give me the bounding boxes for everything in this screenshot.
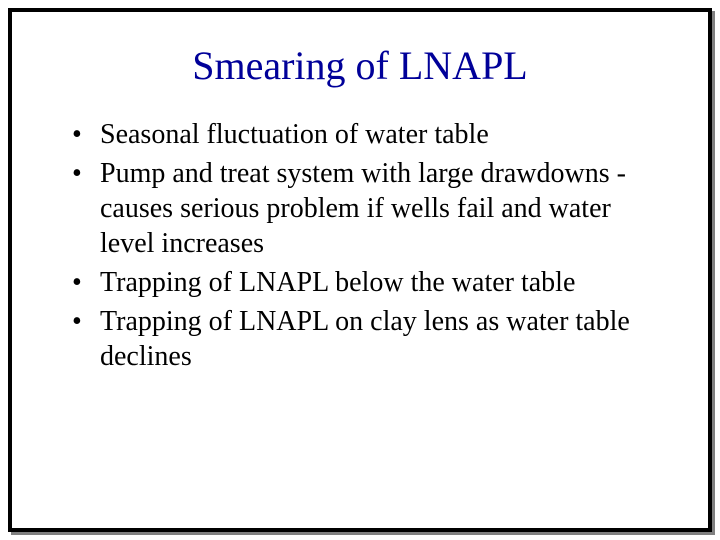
bullet-item: Trapping of LNAPL on clay lens as water … xyxy=(72,304,668,374)
bullet-item: Seasonal fluctuation of water table xyxy=(72,117,668,152)
bullet-list: Seasonal fluctuation of water table Pump… xyxy=(52,117,668,374)
bullet-item: Pump and treat system with large drawdow… xyxy=(72,156,668,261)
slide-frame: Smearing of LNAPL Seasonal fluctuation o… xyxy=(8,8,712,532)
slide-title: Smearing of LNAPL xyxy=(52,42,668,89)
bullet-item: Trapping of LNAPL below the water table xyxy=(72,265,668,300)
